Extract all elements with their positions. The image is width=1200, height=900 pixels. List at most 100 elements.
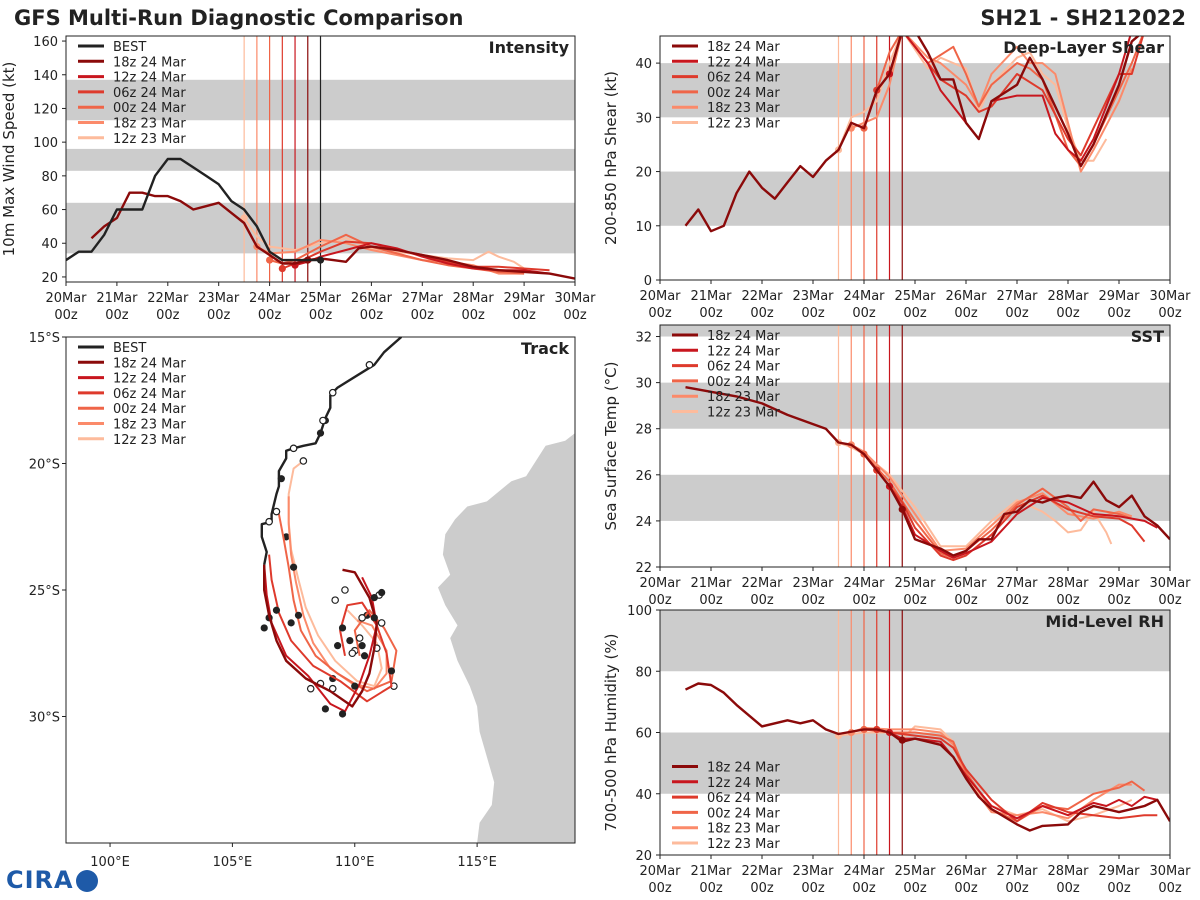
series-marker bbox=[351, 682, 359, 690]
x-tick-label: 00z bbox=[207, 308, 231, 323]
x-tick-label: 26Mar bbox=[351, 291, 393, 306]
x-tick-label: 29Mar bbox=[1098, 289, 1140, 304]
logo-globe-icon bbox=[75, 870, 98, 892]
x-tick-label: 00z bbox=[156, 308, 180, 323]
x-tick-label: 00z bbox=[903, 593, 927, 608]
series-line bbox=[876, 469, 1146, 562]
plot-area bbox=[660, 610, 1170, 855]
series-marker bbox=[278, 264, 286, 273]
plot-area bbox=[660, 325, 1170, 567]
x-tick-label: 00z bbox=[648, 306, 672, 321]
x-tick-label: 28Mar bbox=[1047, 576, 1089, 591]
y-tick-label: 20 bbox=[635, 849, 652, 864]
y-tick-label: 30 bbox=[635, 111, 652, 126]
x-tick-label: 00z bbox=[699, 593, 723, 608]
x-tick-label: 30Mar bbox=[1149, 864, 1191, 879]
series-line bbox=[684, 682, 1170, 832]
x-tick-label: 21Mar bbox=[690, 864, 732, 879]
shaded-band bbox=[660, 325, 1170, 337]
y-tick-label: 100 bbox=[627, 604, 652, 619]
series-marker bbox=[294, 611, 303, 619]
x-tick-label: 27Mar bbox=[996, 289, 1038, 304]
x-tick-label: 27Mar bbox=[996, 864, 1038, 879]
series-line bbox=[685, 386, 1170, 557]
legend-label: 18z 23 Mar bbox=[113, 117, 186, 132]
x-tick-label: 23Mar bbox=[198, 291, 240, 306]
x-tick-label: 00z bbox=[1158, 593, 1182, 608]
series-line bbox=[863, 728, 1146, 823]
x-tick-label: 24Mar bbox=[249, 291, 291, 306]
x-tick-label: 00z bbox=[54, 308, 78, 323]
y-tick-label: 40 bbox=[41, 237, 58, 252]
x-tick-label: 23Mar bbox=[792, 576, 834, 591]
y-tick-label: 26 bbox=[635, 469, 652, 484]
x-tick-label: 110°E bbox=[335, 855, 375, 870]
panel-sst: 20Mar 00z 21Mar 00z 22Mar 00z 23Mar 00z 24Mar 00z… bbox=[602, 324, 1191, 608]
x-tick-label: 00z bbox=[750, 306, 774, 321]
legend-label: 18z 24 Mar bbox=[707, 40, 780, 55]
panel-intensity: 20Mar 00z 21Mar 00z 22Mar 00z 23Mar 00z 24Mar 00z… bbox=[0, 35, 596, 323]
x-tick-label: 00z bbox=[801, 306, 825, 321]
legend-label: 06z 24 Mar bbox=[707, 71, 780, 86]
x-tick-label: 105°E bbox=[213, 855, 253, 870]
x-tick-label: 24Mar bbox=[843, 864, 885, 879]
series-marker bbox=[338, 624, 347, 632]
y-tick-label: 0 bbox=[644, 274, 652, 289]
x-tick-label: 24Mar bbox=[843, 576, 885, 591]
plot-area bbox=[260, 337, 575, 843]
y-axis-label: Sea Surface Temp (°C) bbox=[602, 361, 620, 530]
shaded-band bbox=[660, 63, 1170, 118]
x-tick-label: 22Mar bbox=[741, 576, 783, 591]
x-tick-label: 22Mar bbox=[741, 289, 783, 304]
x-tick-label: 00z bbox=[801, 881, 825, 896]
legend-label: BEST bbox=[113, 341, 146, 356]
legend-label: 06z 24 Mar bbox=[113, 387, 186, 402]
x-tick-label: 00z bbox=[309, 308, 333, 323]
x-tick-label: 21Mar bbox=[96, 291, 138, 306]
y-tick-label: 24 bbox=[635, 515, 652, 530]
legend-label: 12z 23 Mar bbox=[113, 132, 186, 147]
legend-label: 00z 24 Mar bbox=[113, 402, 186, 417]
x-tick-label: 27Mar bbox=[996, 576, 1038, 591]
y-tick-label: 40 bbox=[635, 788, 652, 803]
series-line bbox=[90, 191, 575, 280]
y-tick-label: 80 bbox=[635, 665, 652, 680]
series-marker bbox=[287, 619, 295, 627]
legend-label: 00z 24 Mar bbox=[707, 806, 780, 821]
y-tick-label: 20 bbox=[41, 271, 58, 286]
panel-title: Intensity bbox=[489, 38, 570, 57]
y-tick-label: 32 bbox=[635, 331, 652, 346]
series-marker bbox=[899, 27, 906, 34]
y-tick-label: 120 bbox=[33, 102, 58, 117]
legend-label: 12z 24 Mar bbox=[707, 344, 780, 359]
track-marker-open bbox=[299, 457, 308, 465]
series-marker bbox=[277, 475, 285, 483]
x-tick-label: 20Mar bbox=[639, 576, 681, 591]
x-tick-label: 00z bbox=[563, 308, 587, 323]
x-tick-label: 00z bbox=[954, 306, 978, 321]
plot-area bbox=[660, 27, 1170, 280]
series-marker bbox=[266, 256, 274, 264]
x-tick-label: 00z bbox=[1107, 881, 1131, 896]
series-line bbox=[889, 731, 1158, 820]
y-tick-label: 10 bbox=[635, 220, 652, 235]
series-marker bbox=[378, 588, 386, 597]
track-marker-open bbox=[306, 684, 315, 693]
logo-text: CIRA bbox=[6, 866, 74, 894]
x-tick-label: 23Mar bbox=[792, 289, 834, 304]
land-mass bbox=[438, 433, 575, 843]
series-line bbox=[243, 217, 525, 270]
legend-label: 18z 23 Mar bbox=[707, 101, 780, 116]
plot-area bbox=[66, 36, 575, 282]
x-tick-label: 20Mar bbox=[45, 291, 87, 306]
legend-label: 18z 24 Mar bbox=[707, 761, 780, 776]
x-tick-label: 00z bbox=[360, 308, 384, 323]
x-tick-label: 00z bbox=[750, 881, 774, 896]
x-tick-label: 00z bbox=[903, 881, 927, 896]
x-tick-label: 25Mar bbox=[894, 289, 936, 304]
track-marker-open bbox=[265, 517, 273, 526]
legend-label: 12z 23 Mar bbox=[707, 406, 780, 421]
x-tick-label: 29Mar bbox=[504, 291, 546, 306]
